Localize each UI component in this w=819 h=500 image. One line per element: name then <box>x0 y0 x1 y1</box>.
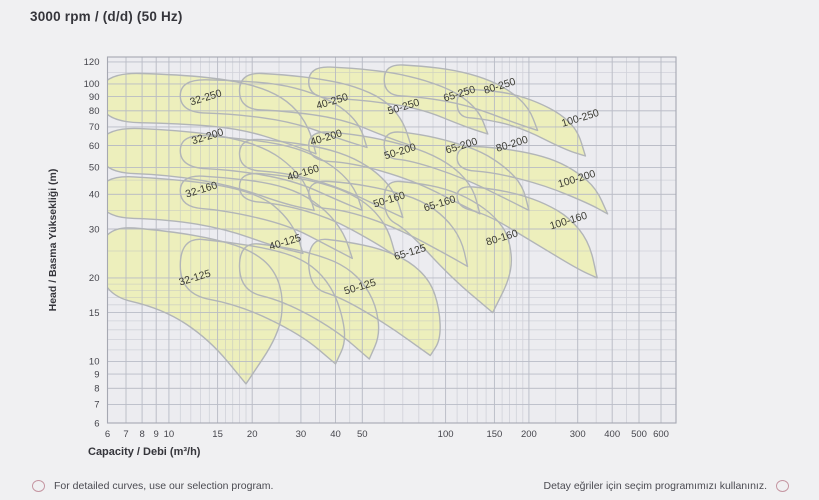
region-outline-100-200 <box>456 145 609 215</box>
region-fill-65-160 <box>308 181 468 267</box>
x-tick-300: 300 <box>570 429 586 440</box>
y-tick-15: 15 <box>89 308 100 319</box>
x-tick-20: 20 <box>247 429 258 440</box>
x-tick-150: 150 <box>486 429 502 440</box>
region-fill-100-250 <box>457 89 586 156</box>
region-outline-32-160 <box>107 176 304 255</box>
x-axis-title: Capacity / Debi (m³/h) <box>88 446 201 458</box>
region-outline-40-125 <box>179 238 346 365</box>
region-outline-100-160 <box>456 186 598 279</box>
y-axis-tick-labels: 6 7 8 910 15 20 30 40 50 60 70 80 90 100 120 <box>84 57 100 429</box>
region-outline-80-250 <box>383 64 539 132</box>
region-outline-80-160 <box>383 180 513 314</box>
region-outline-100-250 <box>456 88 587 157</box>
x-tick-200: 200 <box>521 429 537 440</box>
x-tick-6: 6 <box>105 429 110 440</box>
region-outline-65-160 <box>308 180 469 268</box>
region-fill-40-160 <box>180 176 353 259</box>
x-tick-400: 400 <box>604 429 620 440</box>
y-tick-70: 70 <box>89 122 100 133</box>
region-fill-40-200 <box>180 135 363 211</box>
x-tick-9: 9 <box>154 429 159 440</box>
region-fill-50-250 <box>239 73 411 146</box>
y-tick-60: 60 <box>89 141 100 152</box>
x-tick-500: 500 <box>631 429 647 440</box>
oval-bullet-icon <box>32 480 45 492</box>
y-tick-7: 7 <box>94 400 99 411</box>
y-tick-90: 90 <box>89 92 100 103</box>
footer-right: Detay eğriler için seçim programımızı ku… <box>543 480 789 492</box>
pump-region-outlines <box>107 64 609 385</box>
region-fill-100-160 <box>457 186 598 278</box>
y-tick-9: 9 <box>94 369 99 380</box>
y-tick-40: 40 <box>89 190 100 201</box>
region-outline-32-200 <box>107 127 315 212</box>
region-outline-65-250 <box>308 66 489 135</box>
region-outline-50-250 <box>238 72 412 147</box>
region-outline-40-160 <box>179 175 353 260</box>
x-tick-50: 50 <box>357 429 368 440</box>
footer-note-en: For detailed curves, use our selection p… <box>54 480 274 492</box>
x-tick-30: 30 <box>296 429 307 440</box>
y-tick-80: 80 <box>89 106 100 117</box>
x-tick-600: 600 <box>653 429 669 440</box>
plot-frame <box>106 56 677 424</box>
y-tick-8: 8 <box>94 384 99 395</box>
y-tick-120: 120 <box>84 57 100 68</box>
y-tick-10: 10 <box>89 357 100 368</box>
region-fill-65-200 <box>308 132 480 214</box>
y-tick-6: 6 <box>94 418 99 429</box>
y-tick-30: 30 <box>89 224 100 235</box>
footer-note-tr: Detay eğriler için seçim programımızı ku… <box>543 480 768 492</box>
y-tick-20: 20 <box>89 273 100 284</box>
region-outline-40-200 <box>179 134 363 212</box>
page-title: 3000 rpm / (d/d) (50 Hz) <box>30 9 183 24</box>
x-tick-15: 15 <box>212 429 223 440</box>
x-tick-40: 40 <box>330 429 341 440</box>
oval-bullet-icon <box>776 480 789 492</box>
y-tick-100: 100 <box>84 79 100 90</box>
region-outline-32-250 <box>107 72 317 155</box>
region-outline-50-125 <box>238 243 380 360</box>
x-axis-tick-labels: 6 7 8 9 10 15 20 30 40 50 100 150 200 300 400 500 600 <box>105 429 669 440</box>
x-tick-10: 10 <box>164 429 175 440</box>
region-outline-40-250 <box>179 79 368 149</box>
footer: For detailed curves, use our selection p… <box>0 480 819 492</box>
region-outline-65-200 <box>308 131 481 215</box>
y-axis-title: Head / Basma Yüksekliği (m) <box>47 169 59 312</box>
region-outline-65-125 <box>308 238 441 357</box>
region-outline-50-200 <box>238 138 404 219</box>
footer-left: For detailed curves, use our selection p… <box>32 480 273 492</box>
y-tick-50: 50 <box>89 163 100 174</box>
x-tick-8: 8 <box>139 429 144 440</box>
region-outline-32-125 <box>107 227 283 385</box>
x-tick-7: 7 <box>123 429 128 440</box>
pump-selection-chart: 32-25032-20032-16032-12540-25040-20040-1… <box>47 56 677 458</box>
x-tick-100: 100 <box>438 429 454 440</box>
